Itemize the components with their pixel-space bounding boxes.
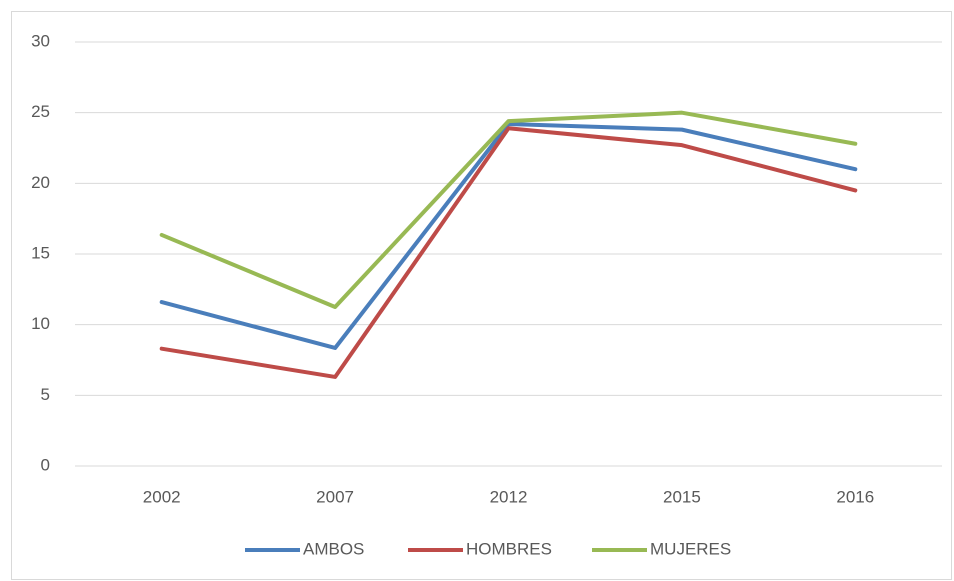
y-tick-label: 30	[31, 31, 50, 50]
y-tick-label: 20	[31, 173, 50, 192]
y-tick-label: 5	[41, 385, 50, 404]
y-tick-label: 25	[31, 102, 50, 121]
y-tick-label: 15	[31, 243, 50, 262]
legend-label: HOMBRES	[466, 539, 552, 558]
legend-label: MUJERES	[650, 539, 731, 558]
series-line	[159, 126, 858, 379]
y-tick-label: 10	[31, 314, 50, 333]
x-tick-label: 2015	[663, 487, 701, 506]
x-tick-label: 2016	[836, 487, 874, 506]
x-tick-label: 2007	[316, 487, 354, 506]
x-tick-label: 2002	[143, 487, 181, 506]
legend-label: AMBOS	[303, 539, 364, 558]
series-line	[159, 110, 858, 309]
y-tick-label: 0	[41, 455, 50, 474]
chart-frame	[11, 11, 952, 580]
x-tick-label: 2012	[490, 487, 528, 506]
